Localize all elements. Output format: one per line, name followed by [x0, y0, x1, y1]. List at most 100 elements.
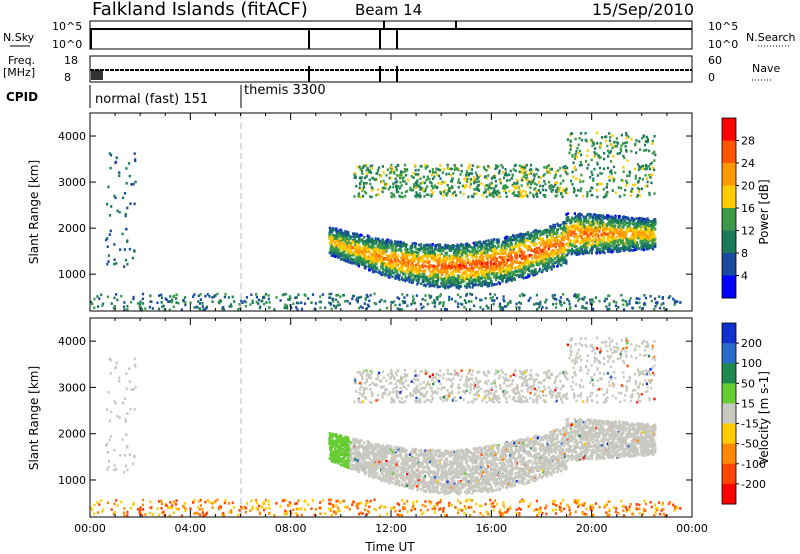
echo-cell — [612, 228, 615, 232]
echo-cell — [538, 253, 541, 256]
echo-cell — [445, 258, 449, 262]
echo-cell — [375, 267, 378, 270]
echo-cell — [499, 272, 502, 276]
echo-cell — [440, 266, 443, 270]
echo-cell — [420, 282, 423, 286]
echo-cell — [519, 270, 522, 273]
echo-cell — [555, 229, 558, 233]
echo-cell — [504, 271, 508, 274]
echo-cell — [332, 253, 336, 257]
echo-cell — [489, 247, 492, 251]
echo-cell — [376, 260, 379, 264]
echo-cell — [454, 248, 457, 252]
echo-cell — [455, 283, 458, 287]
echo-cell — [640, 248, 643, 251]
echo-cell — [542, 247, 545, 251]
echo-cell — [481, 272, 484, 276]
echo-cell — [328, 226, 331, 230]
echo-cell — [331, 229, 334, 233]
echo-cell — [411, 278, 414, 282]
echo-cell — [565, 261, 568, 265]
echo-cell — [461, 256, 464, 260]
echo-cell — [459, 285, 462, 288]
echo-cell — [355, 233, 358, 237]
echo-cell — [507, 236, 510, 239]
echo-cell — [382, 262, 385, 266]
echo-cell — [582, 227, 586, 231]
echo-cell — [422, 254, 425, 257]
echo-cell — [384, 264, 387, 267]
echo-cell — [384, 271, 388, 274]
echo-cell — [566, 233, 569, 236]
echo-cell — [576, 249, 579, 252]
echo-cell — [474, 276, 478, 279]
echo-cell — [644, 219, 648, 222]
echo-cell — [599, 214, 602, 218]
echo-cell — [644, 223, 647, 227]
echo-cell — [448, 279, 451, 283]
echo-cell — [574, 216, 577, 220]
echo-cell — [498, 282, 501, 286]
echo-cell — [582, 223, 586, 227]
echo-cell — [610, 250, 613, 254]
echo-cell — [580, 245, 583, 249]
echo-cell — [519, 239, 522, 242]
echo-cell — [371, 270, 375, 273]
echo-cell — [406, 267, 409, 270]
echo-cell — [428, 284, 431, 288]
echo-cell — [428, 280, 432, 283]
echo-cell — [396, 244, 399, 247]
echo-cell — [428, 260, 431, 264]
echo-cell — [400, 265, 404, 268]
echo-cell — [480, 262, 484, 265]
echo-cell — [456, 251, 459, 255]
echo-cell — [585, 225, 588, 229]
echo-cell — [389, 243, 392, 247]
echo-cell — [632, 241, 635, 245]
echo-cell — [419, 246, 423, 249]
echo-cell — [526, 261, 529, 265]
echo-cell — [378, 269, 381, 272]
echo-cell — [507, 238, 510, 242]
echo-cell — [486, 263, 489, 267]
echo-cell — [367, 255, 370, 258]
echo-cell — [594, 229, 597, 233]
echo-cell — [458, 281, 461, 285]
echo-cell — [487, 277, 490, 281]
echo-cell — [395, 242, 398, 246]
echo-cell — [368, 251, 372, 255]
echo-cell — [411, 255, 415, 259]
echo-cell — [586, 241, 590, 244]
echo-cell — [406, 248, 409, 251]
echo-cell — [611, 215, 614, 219]
echo-cell — [582, 231, 585, 235]
echo-cell — [455, 265, 458, 268]
echo-cell — [445, 251, 449, 255]
echo-cell — [515, 234, 518, 237]
echo-cell — [351, 251, 354, 255]
echo-cell — [565, 222, 568, 226]
echo-cell — [583, 225, 586, 229]
echo-cell — [436, 274, 439, 278]
echo-cell — [654, 228, 657, 231]
echo-cell — [577, 213, 580, 217]
echo-cell — [373, 269, 376, 273]
echo-cell — [443, 279, 446, 283]
echo-cell — [590, 245, 593, 248]
echo-cell — [485, 283, 488, 287]
echo-cell — [510, 266, 514, 270]
echo-cell — [393, 256, 396, 260]
echo-cell — [651, 221, 654, 225]
echo-cell — [613, 247, 617, 250]
echo-cell — [633, 219, 636, 222]
echo-cell — [501, 256, 504, 260]
echo-cell — [384, 256, 387, 260]
echo-cell — [603, 251, 606, 255]
noise-tick-right-top: 10^5 — [708, 20, 738, 33]
echo-cell — [359, 248, 363, 251]
echo-cell — [567, 231, 570, 235]
echo-cell — [635, 224, 638, 228]
echo-cell — [578, 219, 581, 222]
echo-cell — [461, 250, 464, 254]
echo-cell — [556, 254, 560, 258]
